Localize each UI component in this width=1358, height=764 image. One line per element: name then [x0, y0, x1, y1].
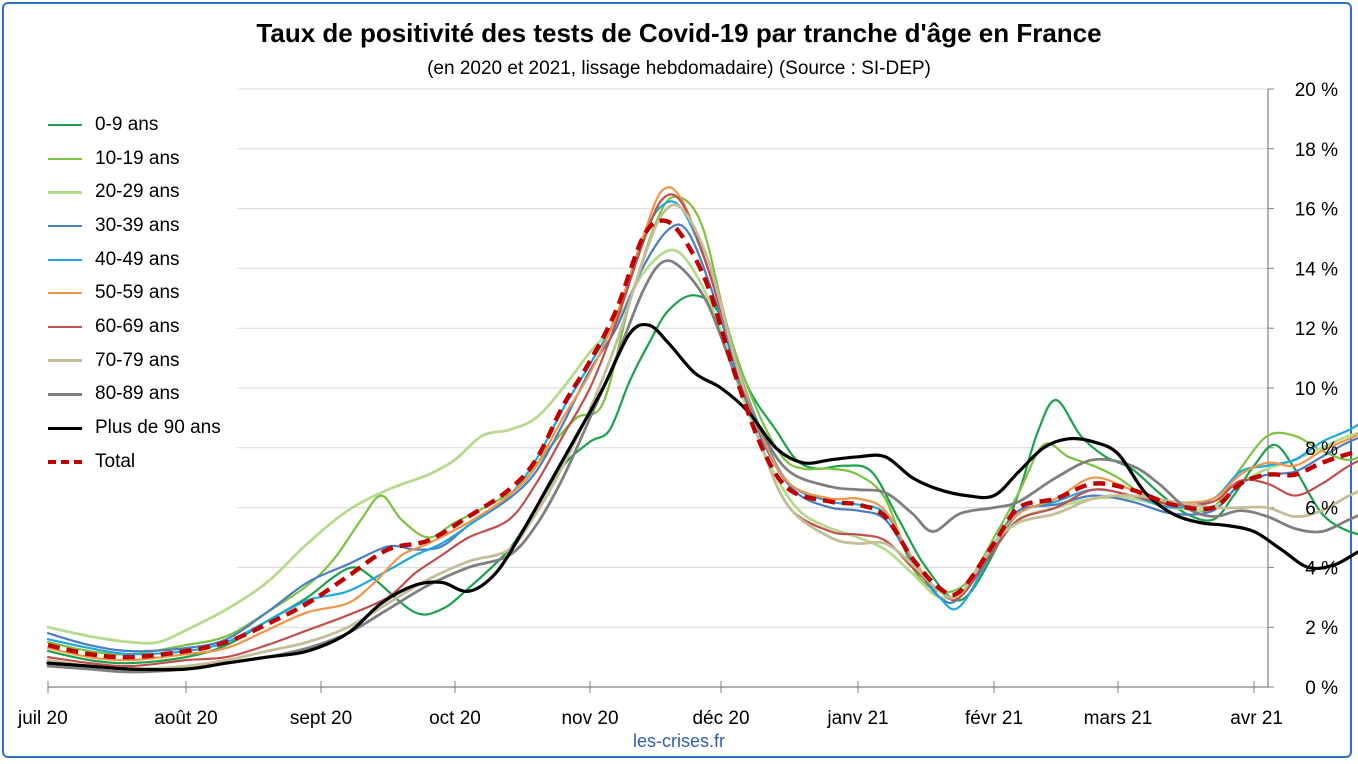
- series-line-20-29-ans: [46, 248, 1358, 645]
- legend-swatch: [48, 359, 82, 363]
- x-tick-label: févr 21: [965, 708, 1023, 729]
- chart-title: Taux de positivité des tests de Covid-19…: [256, 18, 1102, 48]
- y-tick-label: 4 %: [1305, 558, 1338, 579]
- legend-swatch: [48, 123, 82, 126]
- legend-label: 0-9 ans: [95, 113, 159, 135]
- legend-swatch: [48, 392, 82, 396]
- y-tick-label: 20 %: [1295, 80, 1338, 101]
- legend-item-total: Total: [48, 445, 221, 479]
- series-line-50-59-ans: [46, 186, 1358, 662]
- legend-label: 60-69 ans: [95, 315, 180, 337]
- legend-label: 30-39 ans: [95, 214, 180, 236]
- legend-item-70-79-ans: 70-79 ans: [48, 344, 221, 378]
- x-tick-label: déc 20: [692, 708, 749, 729]
- legend-item-0-9-ans: 0-9 ans: [48, 108, 221, 142]
- y-tick-label: 8 %: [1305, 439, 1338, 460]
- x-tick-label: mars 21: [1084, 708, 1153, 729]
- series-line-total: [47, 218, 1358, 660]
- legend-item-40-49-ans: 40-49 ans: [48, 243, 221, 277]
- y-tick-label: 10 %: [1295, 379, 1338, 400]
- x-tick-label: août 20: [154, 708, 217, 729]
- x-tick-label: juil 20: [17, 708, 68, 729]
- legend-item-10-19-ans: 10-19 ans: [48, 142, 221, 176]
- x-tick-labels: juil 20 août 20 sept 20 oct 20 nov 20 déc 20 j…: [17, 708, 1283, 729]
- legend-label: 10-19 ans: [95, 147, 180, 169]
- axes: [47, 88, 1274, 693]
- legend-item-20-29-ans: 20-29 ans: [48, 175, 221, 209]
- legend-swatch: [48, 459, 82, 464]
- x-tick-label: avr 21: [1230, 708, 1283, 729]
- legend-label: 70-79 ans: [95, 349, 180, 371]
- legend-item-80-89-ans: 80-89 ans: [48, 378, 221, 412]
- legend-swatch: [48, 157, 82, 160]
- x-tick-label: janv 21: [826, 708, 888, 729]
- x-tick-label: nov 20: [561, 708, 618, 729]
- y-tick-label: 6 %: [1305, 499, 1338, 520]
- legend-label: 40-49 ans: [95, 248, 180, 270]
- y-tick-label: 12 %: [1295, 319, 1338, 340]
- series-line-plus-de-90-ans: [46, 322, 1358, 672]
- y-tick-label: 2 %: [1305, 618, 1338, 639]
- legend-item-plus-de-90-ans: Plus de 90 ans: [48, 411, 221, 445]
- legend-item-60-69-ans: 60-69 ans: [48, 310, 221, 344]
- legend-swatch: [48, 325, 82, 328]
- series-line-80-89-ans: [46, 259, 1358, 674]
- legend-label: Plus de 90 ans: [95, 417, 221, 439]
- y-tick-label: 16 %: [1295, 200, 1338, 221]
- legend-label: 80-89 ans: [95, 383, 180, 405]
- y-tick-label: 14 %: [1295, 259, 1338, 280]
- y-tick-labels: 0 % 2 % 4 % 6 % 8 % 10 % 12 % 14 % 16 % 18 % 20 %: [1295, 80, 1338, 699]
- legend: 0-9 ans 10-19 ans 20-29 ans 30-39 ans 40-49 …: [48, 108, 221, 479]
- source-footer: les-crises.fr: [632, 731, 725, 751]
- series-lines: [46, 186, 1358, 674]
- legend-label: 50-59 ans: [95, 282, 180, 304]
- gridlines: [237, 88, 1268, 628]
- chart-subtitle: (en 2020 et 2021, lissage hebdomadaire) …: [427, 58, 931, 79]
- x-tick-label: oct 20: [429, 708, 481, 729]
- legend-item-50-59-ans: 50-59 ans: [48, 276, 221, 310]
- y-tick-label: 0 %: [1305, 678, 1338, 699]
- legend-label: Total: [95, 450, 136, 472]
- legend-swatch: [48, 426, 82, 430]
- y-tick-label: 18 %: [1295, 140, 1338, 161]
- x-tick-label: sept 20: [290, 708, 352, 729]
- legend-item-30-39-ans: 30-39 ans: [48, 209, 221, 243]
- legend-label: 20-29 ans: [95, 181, 180, 203]
- legend-swatch: [48, 190, 82, 194]
- legend-swatch: [48, 292, 82, 295]
- legend-swatch: [48, 258, 82, 261]
- series-line-0-9-ans: [46, 294, 1358, 665]
- legend-swatch: [48, 224, 82, 227]
